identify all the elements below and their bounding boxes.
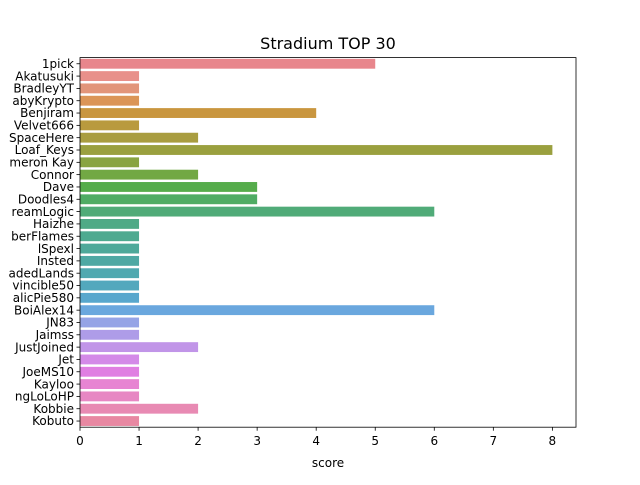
bar-23 xyxy=(80,342,199,353)
x-tick-label-4: 4 xyxy=(312,434,320,448)
bar-16 xyxy=(80,255,140,266)
bar-24 xyxy=(80,354,140,365)
bar-25 xyxy=(80,366,140,377)
y-tick-label-27: ngLoLoHP xyxy=(15,390,74,404)
bar-17 xyxy=(80,268,140,279)
x-tick-label-6: 6 xyxy=(430,434,438,448)
x-tick-label-3: 3 xyxy=(253,434,261,448)
y-tick-label-11: Doodles4 xyxy=(18,192,74,206)
y-tick-label-20: BoiAlex14 xyxy=(14,303,74,317)
y-tick-label-7: Loaf_Keys xyxy=(15,143,74,157)
bar-15 xyxy=(80,243,140,254)
y-tick-label-29: Kobuto xyxy=(32,414,74,428)
y-tick-label-16: Insted xyxy=(37,254,74,268)
x-tick-label-7: 7 xyxy=(490,434,498,448)
bar-3 xyxy=(80,95,140,106)
y-tick-label-1: Akatusuki xyxy=(15,69,74,83)
x-tick-label-0: 0 xyxy=(76,434,84,448)
y-tick-label-15: lSpexl xyxy=(38,242,74,256)
y-tick-label-9: Connor xyxy=(31,168,74,182)
bar-1 xyxy=(80,71,140,82)
y-tick-label-19: alicPie580 xyxy=(13,291,74,305)
bar-22 xyxy=(80,329,140,340)
bar-6 xyxy=(80,132,199,143)
bar-4 xyxy=(80,108,317,118)
bar-12 xyxy=(80,206,435,217)
y-tick-label-6: SpaceHere xyxy=(9,131,74,145)
x-tick-label-8: 8 xyxy=(549,434,557,448)
bar-11 xyxy=(80,194,258,205)
y-tick-label-0: 1pick xyxy=(42,57,74,71)
y-tick-label-2: BradleyYT xyxy=(13,82,74,96)
y-tick-label-14: berFlames xyxy=(11,229,74,243)
y-tick-label-26: Kayloo xyxy=(34,377,74,391)
y-tick-label-28: Kobbie xyxy=(33,402,74,416)
y-tick-label-4: Benjiram xyxy=(20,106,74,120)
bar-7 xyxy=(80,145,553,155)
bar-19 xyxy=(80,292,140,303)
y-tick-label-5: Velvet666 xyxy=(14,119,74,133)
bar-9 xyxy=(80,169,199,180)
bar-8 xyxy=(80,157,140,168)
y-axis-ticks: 1pickAkatusukiBradleyYTabyKryptoBenjiram… xyxy=(9,57,80,428)
y-tick-label-22: Jaimss xyxy=(35,328,74,342)
y-tick-label-18: vincible50 xyxy=(12,279,74,293)
bar-14 xyxy=(80,231,140,242)
bar-28 xyxy=(80,403,199,414)
plot-frame xyxy=(79,57,577,428)
bar-0 xyxy=(80,58,376,69)
bar-2 xyxy=(80,83,140,94)
y-tick-label-8: meron Kay xyxy=(9,156,74,170)
x-axis-label: score xyxy=(312,456,344,470)
y-tick-label-17: adedLands xyxy=(9,266,74,280)
x-tick-label-5: 5 xyxy=(371,434,379,448)
bar-18 xyxy=(80,280,140,291)
bar-5 xyxy=(80,120,140,131)
y-tick-label-23: JustJoined xyxy=(14,340,74,354)
bar-20 xyxy=(80,305,435,316)
bar-29 xyxy=(80,416,140,426)
x-axis-ticks: 0 1 2 3 4 5 6 7 8 xyxy=(76,427,556,448)
bar-21 xyxy=(80,317,140,328)
x-tick-label-2: 2 xyxy=(194,434,202,448)
bar-13 xyxy=(80,218,140,229)
y-tick-label-10: Dave xyxy=(43,180,74,194)
y-tick-label-13: Haizhe xyxy=(33,217,74,231)
bar-26 xyxy=(80,379,140,390)
y-tick-label-21: JN83 xyxy=(45,316,74,330)
y-tick-label-12: reamLogic xyxy=(12,205,74,219)
y-tick-label-3: abyKrypto xyxy=(12,94,74,108)
x-tick-label-1: 1 xyxy=(135,434,143,448)
bar-10 xyxy=(80,182,258,192)
chart-title: Stradium TOP 30 xyxy=(260,34,396,53)
y-tick-label-24: Jet xyxy=(57,353,74,367)
bars-group xyxy=(80,58,553,426)
y-tick-label-25: JoeMS10 xyxy=(21,365,74,379)
bar-27 xyxy=(80,391,140,402)
